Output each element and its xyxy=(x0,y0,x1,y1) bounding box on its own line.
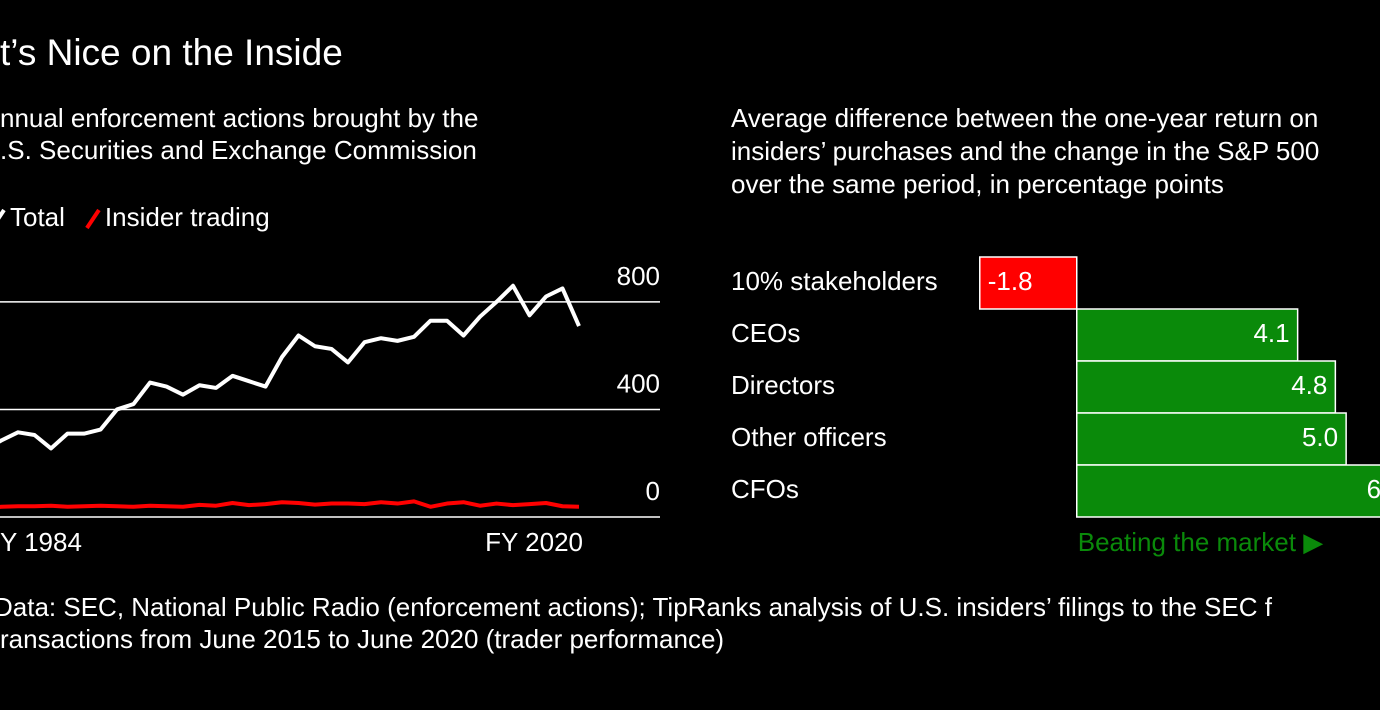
bar xyxy=(1076,412,1347,466)
category-label: Directors xyxy=(731,370,835,400)
bar xyxy=(1076,308,1299,362)
title: t’s Nice on the Inside xyxy=(0,32,343,73)
bar xyxy=(1076,464,1380,518)
category-label: CEOs xyxy=(731,318,800,348)
y-tick-label: 0 xyxy=(646,476,660,506)
subtitle: over the same period, in percentage poin… xyxy=(731,169,1224,199)
bar xyxy=(979,256,1078,310)
subtitle: nnual enforcement actions brought by the xyxy=(0,103,478,133)
legend-swatch xyxy=(85,208,101,230)
value-label: 4.8 xyxy=(1291,370,1327,400)
legend-label: Total xyxy=(10,202,65,232)
value-label: 5.0 xyxy=(1302,422,1338,452)
category-label: Other officers xyxy=(731,422,887,452)
source: Data: SEC, National Public Radio (enforc… xyxy=(0,592,1273,622)
annotation: Beating the market ▶ xyxy=(1078,527,1323,557)
x-tick-label: FY 2020 xyxy=(485,527,583,557)
value-label: 6.2 xyxy=(1367,474,1380,504)
legend-label: Insider trading xyxy=(105,202,270,232)
source: ransactions from June 2015 to June 2020 … xyxy=(0,624,724,654)
line-series xyxy=(0,283,581,451)
bar xyxy=(1076,360,1337,414)
value-label: 4.1 xyxy=(1253,318,1289,348)
category-label: CFOs xyxy=(731,474,799,504)
subtitle: .S. Securities and Exchange Commission xyxy=(0,135,477,165)
line-series xyxy=(0,499,580,509)
subtitle: insiders’ purchases and the change in th… xyxy=(731,136,1319,166)
subtitle: Average difference between the one-year … xyxy=(731,103,1318,133)
legend-swatch xyxy=(0,208,6,220)
y-tick-label: 800 xyxy=(617,261,660,291)
value-label: -1.8 xyxy=(988,266,1033,296)
y-tick-label: 400 xyxy=(617,368,660,398)
category-label: 10% stakeholders xyxy=(731,266,938,296)
x-tick-label: Y 1984 xyxy=(0,527,82,557)
